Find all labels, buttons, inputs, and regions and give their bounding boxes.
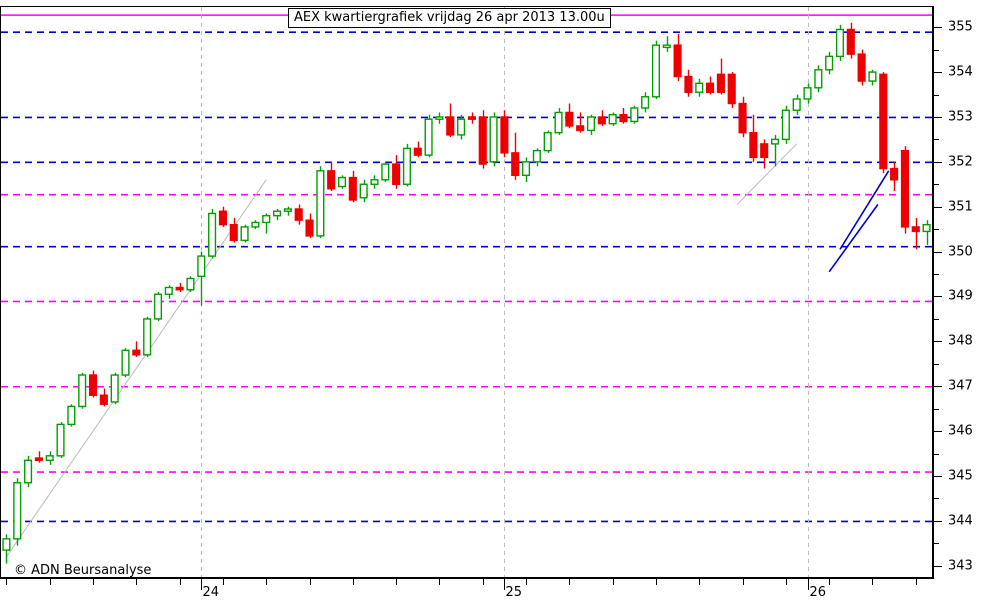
y-axis-major-tick: [933, 520, 942, 522]
x-axis-tick: [568, 578, 570, 585]
y-axis-label: 353: [948, 109, 973, 125]
y-axis-major-tick: [933, 116, 942, 118]
y-axis-label: 354: [948, 64, 973, 80]
y-axis-minor-tick: [933, 498, 939, 500]
copyright-notice: © ADN Beursanalyse: [14, 563, 151, 578]
y-axis-label: 346: [948, 423, 973, 439]
x-axis-major-tick: [200, 578, 202, 590]
x-axis-label: 26: [809, 585, 827, 600]
x-axis-tick: [92, 578, 94, 585]
y-axis-minor-tick: [933, 274, 939, 276]
y-axis-major-tick: [933, 431, 942, 433]
y-axis-label: 355: [948, 19, 973, 35]
y-axis-major-tick: [933, 341, 942, 343]
y-axis-label: 350: [948, 244, 973, 260]
day-separator-lines: [201, 7, 809, 577]
x-axis-tick: [482, 578, 484, 585]
x-axis-tick: [525, 578, 527, 585]
y-axis-minor-tick: [933, 318, 939, 320]
y-axis-label: 349: [948, 288, 973, 304]
chart-title-text: AEX kwartiergrafiek vrijdag 26 apr 2013 …: [294, 10, 605, 25]
y-axis-label: 352: [948, 154, 973, 170]
y-axis-minor-tick: [933, 94, 939, 96]
x-axis-tick: [612, 578, 614, 585]
x-axis-tick: [265, 578, 267, 585]
horizontal-level-lines: [1, 14, 932, 523]
x-axis-tick: [785, 578, 787, 585]
y-axis-minor-tick: [933, 229, 939, 231]
x-axis-tick: [135, 578, 137, 585]
y-axis-minor-tick: [933, 453, 939, 455]
y-axis-label: 344: [948, 513, 973, 529]
y-axis-minor-tick: [933, 49, 939, 51]
y-axis-label: 347: [948, 378, 973, 394]
chart-plot-area[interactable]: [0, 6, 933, 578]
y-axis-label: 348: [948, 333, 973, 349]
copyright-text: © ADN Beursanalyse: [14, 563, 152, 578]
x-axis-label: 24: [202, 585, 220, 600]
y-axis-label: 345: [948, 468, 973, 484]
y-axis: 343 344 345 346 347 348 349 350 351 352 353 354 355: [933, 6, 985, 578]
x-axis-tick: [179, 578, 181, 585]
x-axis-tick: [5, 578, 7, 585]
x-axis-tick: [828, 578, 830, 585]
y-axis-minor-tick: [933, 184, 939, 186]
y-axis-major-tick: [933, 27, 942, 29]
x-axis-tick: [655, 578, 657, 585]
y-axis-major-tick: [933, 296, 942, 298]
y-axis-minor-tick: [933, 139, 939, 141]
trendlines: [6, 143, 890, 558]
x-axis-tick: [49, 578, 51, 585]
y-axis-major-tick: [933, 206, 942, 208]
x-axis-tick: [309, 578, 311, 585]
y-axis-major-tick: [933, 565, 942, 567]
x-axis-tick: [871, 578, 873, 585]
x-axis-label: 25: [505, 585, 523, 600]
x-axis-tick: [395, 578, 397, 585]
x-axis-tick: [915, 578, 917, 585]
x-axis-tick: [698, 578, 700, 585]
y-axis-major-tick: [933, 72, 942, 74]
y-axis-major-tick: [933, 476, 942, 478]
y-axis-major-tick: [933, 251, 942, 253]
x-axis-tick: [222, 578, 224, 585]
y-axis-minor-tick: [933, 543, 939, 545]
chart-title: AEX kwartiergrafiek vrijdag 26 apr 2013 …: [288, 8, 611, 28]
x-axis-major-tick: [503, 578, 505, 590]
x-axis-major-tick: [807, 578, 809, 590]
candle-series: [2, 22, 931, 564]
y-axis-label: 343: [948, 558, 973, 574]
x-axis-tick: [742, 578, 744, 585]
x-axis: 24 25 26: [0, 578, 933, 610]
x-axis-tick: [438, 578, 440, 585]
y-axis-major-tick: [933, 161, 942, 163]
y-axis-label: 351: [948, 199, 973, 215]
y-axis-minor-tick: [933, 363, 939, 365]
y-axis-minor-tick: [933, 408, 939, 410]
chart-canvas: [1, 7, 932, 577]
x-axis-tick: [352, 578, 354, 585]
y-axis-major-tick: [933, 386, 942, 388]
x-axis-line: [0, 578, 934, 579]
y-axis-line: [933, 6, 934, 579]
